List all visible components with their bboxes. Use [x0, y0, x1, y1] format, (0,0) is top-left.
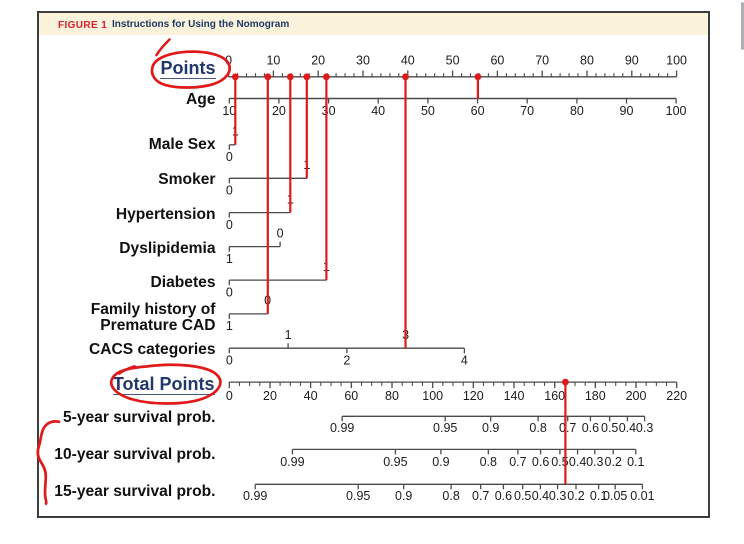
svg-text:0.3: 0.3: [636, 421, 653, 435]
svg-text:0: 0: [226, 150, 233, 164]
svg-text:120: 120: [463, 389, 484, 403]
svg-text:0.9: 0.9: [432, 455, 449, 469]
svg-text:0.99: 0.99: [280, 455, 304, 469]
svg-text:0.2: 0.2: [605, 455, 622, 469]
svg-text:50: 50: [446, 54, 460, 68]
svg-text:0.99: 0.99: [243, 489, 267, 503]
svg-text:60: 60: [344, 389, 358, 403]
svg-text:80: 80: [580, 54, 594, 68]
svg-text:4: 4: [461, 353, 468, 367]
svg-text:40: 40: [401, 54, 415, 68]
svg-text:0.9: 0.9: [482, 421, 499, 435]
svg-text:0.4: 0.4: [532, 489, 549, 503]
svg-text:10: 10: [266, 54, 280, 68]
svg-text:0.8: 0.8: [442, 489, 459, 503]
svg-text:140: 140: [504, 389, 525, 403]
svg-text:2: 2: [343, 353, 350, 367]
svg-text:200: 200: [626, 389, 647, 403]
svg-text:0.7: 0.7: [472, 489, 489, 503]
svg-text:0.1: 0.1: [627, 455, 644, 469]
svg-text:70: 70: [535, 54, 549, 68]
svg-text:0.01: 0.01: [630, 489, 654, 503]
svg-text:0.9: 0.9: [395, 489, 412, 503]
svg-text:1: 1: [226, 319, 233, 333]
svg-text:0.95: 0.95: [433, 421, 457, 435]
svg-text:10: 10: [222, 104, 236, 118]
svg-text:20: 20: [272, 104, 286, 118]
svg-text:0.8: 0.8: [480, 455, 497, 469]
svg-text:100: 100: [422, 389, 443, 403]
svg-text:0.1: 0.1: [590, 489, 607, 503]
svg-text:70: 70: [520, 104, 534, 118]
svg-text:0.6: 0.6: [582, 421, 599, 435]
svg-text:100: 100: [666, 54, 687, 68]
svg-text:20: 20: [311, 54, 325, 68]
svg-text:1: 1: [226, 252, 233, 266]
svg-text:0.3: 0.3: [549, 489, 566, 503]
svg-text:0.2: 0.2: [567, 489, 584, 503]
svg-text:0.05: 0.05: [603, 489, 627, 503]
svg-text:50: 50: [421, 104, 435, 118]
svg-text:160: 160: [544, 389, 565, 403]
svg-text:0.7: 0.7: [559, 421, 576, 435]
svg-text:80: 80: [570, 104, 584, 118]
svg-text:0.4: 0.4: [569, 455, 586, 469]
svg-text:0.7: 0.7: [509, 455, 526, 469]
svg-text:0: 0: [226, 353, 233, 367]
svg-text:40: 40: [304, 389, 318, 403]
svg-text:0.3: 0.3: [586, 455, 603, 469]
svg-text:0.6: 0.6: [495, 489, 512, 503]
svg-text:0.99: 0.99: [330, 421, 354, 435]
svg-text:0.6: 0.6: [532, 455, 549, 469]
svg-text:90: 90: [625, 54, 639, 68]
svg-text:100: 100: [666, 104, 687, 118]
svg-text:0: 0: [226, 285, 233, 299]
svg-text:0.95: 0.95: [346, 489, 370, 503]
svg-text:0.5: 0.5: [514, 489, 531, 503]
svg-text:30: 30: [322, 104, 336, 118]
svg-text:80: 80: [385, 389, 399, 403]
svg-text:180: 180: [585, 389, 606, 403]
svg-text:30: 30: [356, 54, 370, 68]
svg-text:0: 0: [226, 389, 233, 403]
svg-text:60: 60: [471, 104, 485, 118]
svg-text:0.95: 0.95: [383, 455, 407, 469]
svg-text:0: 0: [226, 218, 233, 232]
svg-text:1: 1: [285, 328, 292, 342]
svg-text:0: 0: [226, 184, 233, 198]
svg-text:0.5: 0.5: [601, 421, 618, 435]
svg-text:0.5: 0.5: [551, 455, 568, 469]
svg-text:0: 0: [225, 54, 232, 68]
svg-text:90: 90: [620, 104, 634, 118]
svg-text:0.4: 0.4: [619, 421, 636, 435]
svg-text:40: 40: [371, 104, 385, 118]
svg-text:220: 220: [666, 389, 687, 403]
svg-text:20: 20: [263, 389, 277, 403]
svg-text:0.8: 0.8: [529, 421, 546, 435]
svg-text:0: 0: [277, 226, 284, 240]
svg-text:60: 60: [490, 54, 504, 68]
